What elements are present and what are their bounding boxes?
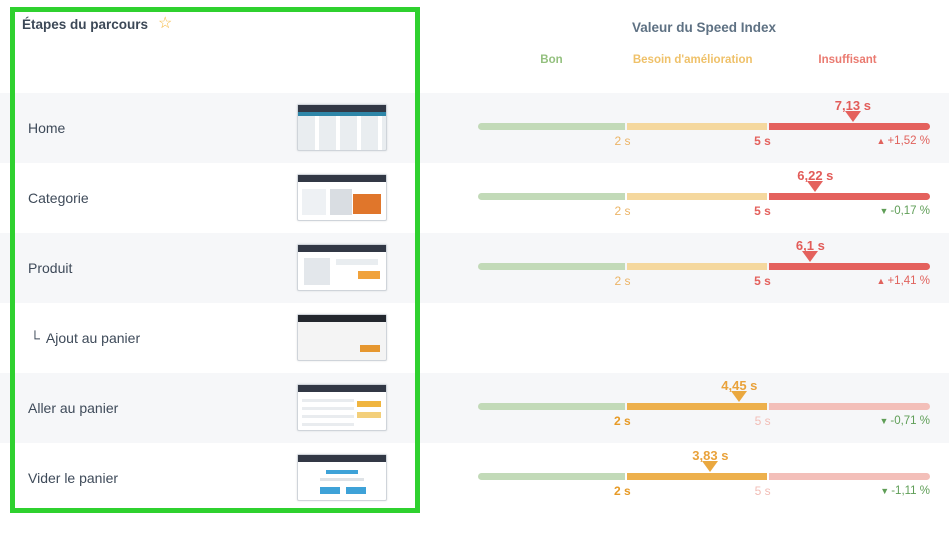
step-label: Home: [28, 120, 66, 136]
gauge-segment-good: [478, 403, 625, 410]
gauge-bar: [478, 461, 930, 480]
gauge-ticks: 2 s 5 s ▼ -0,17 %: [478, 204, 930, 220]
thumbnail-cart[interactable]: [297, 384, 387, 431]
step-label: └ Ajout au panier: [30, 330, 141, 346]
gauge-value: 6,22 s: [797, 168, 834, 183]
tick-5s: 5 s: [754, 204, 771, 218]
table-row: Vider le panier 3,83 s 2 s 5 s ▼ -1,11 %: [0, 443, 949, 513]
delta-badge: ▼ -1,11 %: [880, 485, 930, 497]
step-label: Produit: [28, 260, 73, 276]
table-row: Categorie 6,22 s 2 s 5 s ▼ -0,17 %: [0, 163, 949, 233]
gauge-segment-bad: [769, 403, 930, 410]
gauge-marker-icon: [807, 181, 824, 192]
gauge-bar: [478, 111, 930, 130]
gauge-bar: [478, 391, 930, 410]
delta-badge: ▲ +1,41 %: [876, 275, 930, 287]
favorite-star-icon[interactable]: ☆: [158, 15, 173, 32]
delta-badge: ▲ +1,52 %: [876, 135, 930, 147]
delta-arrow-icon: ▼: [879, 206, 889, 216]
delta-arrow-icon: ▲: [876, 136, 886, 146]
gauge-value: 4,45 s: [721, 378, 758, 393]
table-row: └Ajout au panier 2 s 5 s: [0, 303, 949, 373]
speed-index-gauge: 6,1 s 2 s 5 s ▲ +1,41 %: [478, 233, 930, 303]
gauge-ticks: 2 s 5 s ▲ +1,52 %: [478, 134, 930, 150]
gauge-segment-bad: [769, 123, 930, 130]
tick-2s: 2 s: [614, 134, 631, 148]
zone-label-needs-improvement: Besoin d'amélioration: [632, 54, 753, 66]
tick-5s: 5 s: [754, 484, 771, 498]
tick-5s: 5 s: [754, 134, 771, 148]
tick-2s: 2 s: [614, 484, 631, 498]
thumbnail-product[interactable]: [297, 244, 387, 291]
thumbnail-add-to-cart[interactable]: [297, 314, 387, 361]
gauge-segment-good: [478, 123, 625, 130]
thumbnail-empty-cart[interactable]: [297, 454, 387, 501]
gauge-marker-icon: [844, 111, 861, 122]
tick-2s: 2 s: [614, 204, 631, 218]
delta-badge: ▼ -0,71 %: [879, 415, 930, 427]
table-row: Produit 6,1 s 2 s 5 s ▲ +1,41 %: [0, 233, 949, 303]
gauge-segment-bad: [769, 473, 930, 480]
gauge-segment-warn: [626, 193, 767, 200]
gauge-ticks: 2 s 5 s ▲ +1,41 %: [478, 274, 930, 290]
report-header: Étapes du parcours ☆ Valeur du Speed Ind…: [0, 0, 949, 93]
gauge-segment-good: [478, 193, 625, 200]
delta-arrow-icon: ▲: [876, 276, 886, 286]
zone-label-good: Bon: [540, 54, 563, 66]
table-row: Home 7,13 s 2 s 5 s ▲ +1,52 %: [0, 93, 949, 163]
speed-index-gauge: 4,45 s 2 s 5 s ▼ -0,71 %: [478, 373, 930, 443]
gauge-marker-icon: [702, 461, 719, 472]
thumbnail-home[interactable]: [297, 104, 387, 151]
tick-5s: 5 s: [754, 274, 771, 288]
gauge-ticks: 2 s 5 s ▼ -0,71 %: [478, 414, 930, 430]
gauge-segment-good: [478, 473, 625, 480]
gauge-segment-warn: [626, 473, 767, 480]
page-title: Étapes du parcours: [22, 16, 149, 32]
gauge-bar: [478, 181, 930, 200]
steps-table: Home 7,13 s 2 s 5 s ▲ +1,52 % Categorie: [0, 93, 949, 513]
thumbnail-category[interactable]: [297, 174, 387, 221]
gauge-segment-good: [478, 263, 625, 270]
tick-5s: 5 s: [754, 414, 771, 428]
gauge-value: 7,13 s: [834, 98, 871, 113]
gauge-value: 6,1 s: [795, 238, 825, 253]
gauge-segment-bad: [769, 193, 930, 200]
gauge-segment-warn: [626, 263, 767, 270]
speed-index-gauge: 6,22 s 2 s 5 s ▼ -0,17 %: [478, 163, 930, 233]
gauge-segment-warn: [626, 403, 767, 410]
gauge-segment-warn: [626, 123, 767, 130]
tick-2s: 2 s: [614, 414, 631, 428]
step-label: Vider le panier: [28, 470, 119, 486]
zone-labels: Bon Besoin d'amélioration Insuffisant: [478, 52, 930, 90]
gauge-segment-bad: [769, 263, 930, 270]
table-row: Aller au panier 4,45 s 2 s 5 s ▼ -0,71 %: [0, 373, 949, 443]
step-label: Categorie: [28, 190, 89, 206]
step-label: Aller au panier: [28, 400, 119, 416]
gauge-value: 3,83 s: [692, 448, 729, 463]
gauge-bar: [478, 251, 930, 270]
gauge-marker-icon: [802, 251, 819, 262]
gauge-marker-icon: [731, 391, 748, 402]
zone-label-insufficient: Insuffisant: [818, 54, 877, 66]
gauge-ticks: 2 s 5 s ▼ -1,11 %: [478, 484, 930, 500]
delta-arrow-icon: ▼: [879, 416, 889, 426]
tick-2s: 2 s: [614, 274, 631, 288]
speed-index-gauge: 3,83 s 2 s 5 s ▼ -1,11 %: [478, 443, 930, 513]
delta-arrow-icon: ▼: [880, 486, 890, 496]
delta-badge: ▼ -0,17 %: [879, 205, 930, 217]
speed-index-gauge: 7,13 s 2 s 5 s ▲ +1,52 %: [478, 93, 930, 163]
chart-title: Valeur du Speed Index: [631, 20, 777, 35]
